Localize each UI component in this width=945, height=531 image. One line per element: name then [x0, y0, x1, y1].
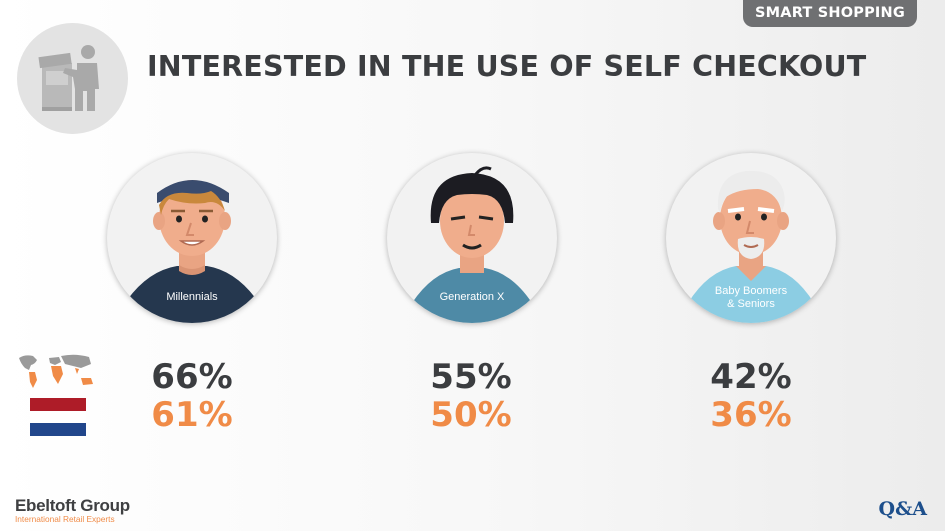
segment-label: Generation X — [439, 291, 505, 303]
millennials-nl-percentage: 61% — [151, 395, 233, 435]
generation-x-global-percentage: 55% — [430, 357, 512, 397]
baby-boomers-avatar: Baby Boomers & Seniors — [666, 153, 836, 323]
section-tag: SMART SHOPPING — [743, 0, 917, 27]
baby-boomers-global-percentage: 42% — [710, 357, 792, 397]
self-checkout-kiosk-icon — [17, 23, 128, 134]
generation-x-avatar: Generation X — [387, 153, 557, 323]
generation-x-nl-percentage: 50% — [430, 395, 512, 435]
world-map-icon — [19, 354, 93, 388]
qa-logo: Q&A — [878, 498, 927, 520]
segment-label: Millennials — [166, 291, 218, 303]
millennials-avatar: Millennials — [107, 153, 277, 323]
netherlands-flag-icon — [30, 398, 86, 436]
logo-sub-text: International Retail Experts — [15, 514, 115, 524]
millennials-global-percentage: 66% — [151, 357, 233, 397]
logo-main-text: Ebeltoft Group — [15, 496, 130, 515]
baby-boomers-nl-percentage: 36% — [710, 395, 792, 435]
ebeltoft-group-logo: Ebeltoft Group International Retail Expe… — [15, 497, 130, 524]
segment-label: Baby Boomers & Seniors — [714, 285, 788, 310]
page-title: INTERESTED IN THE USE OF SELF CHECKOUT — [147, 50, 867, 83]
